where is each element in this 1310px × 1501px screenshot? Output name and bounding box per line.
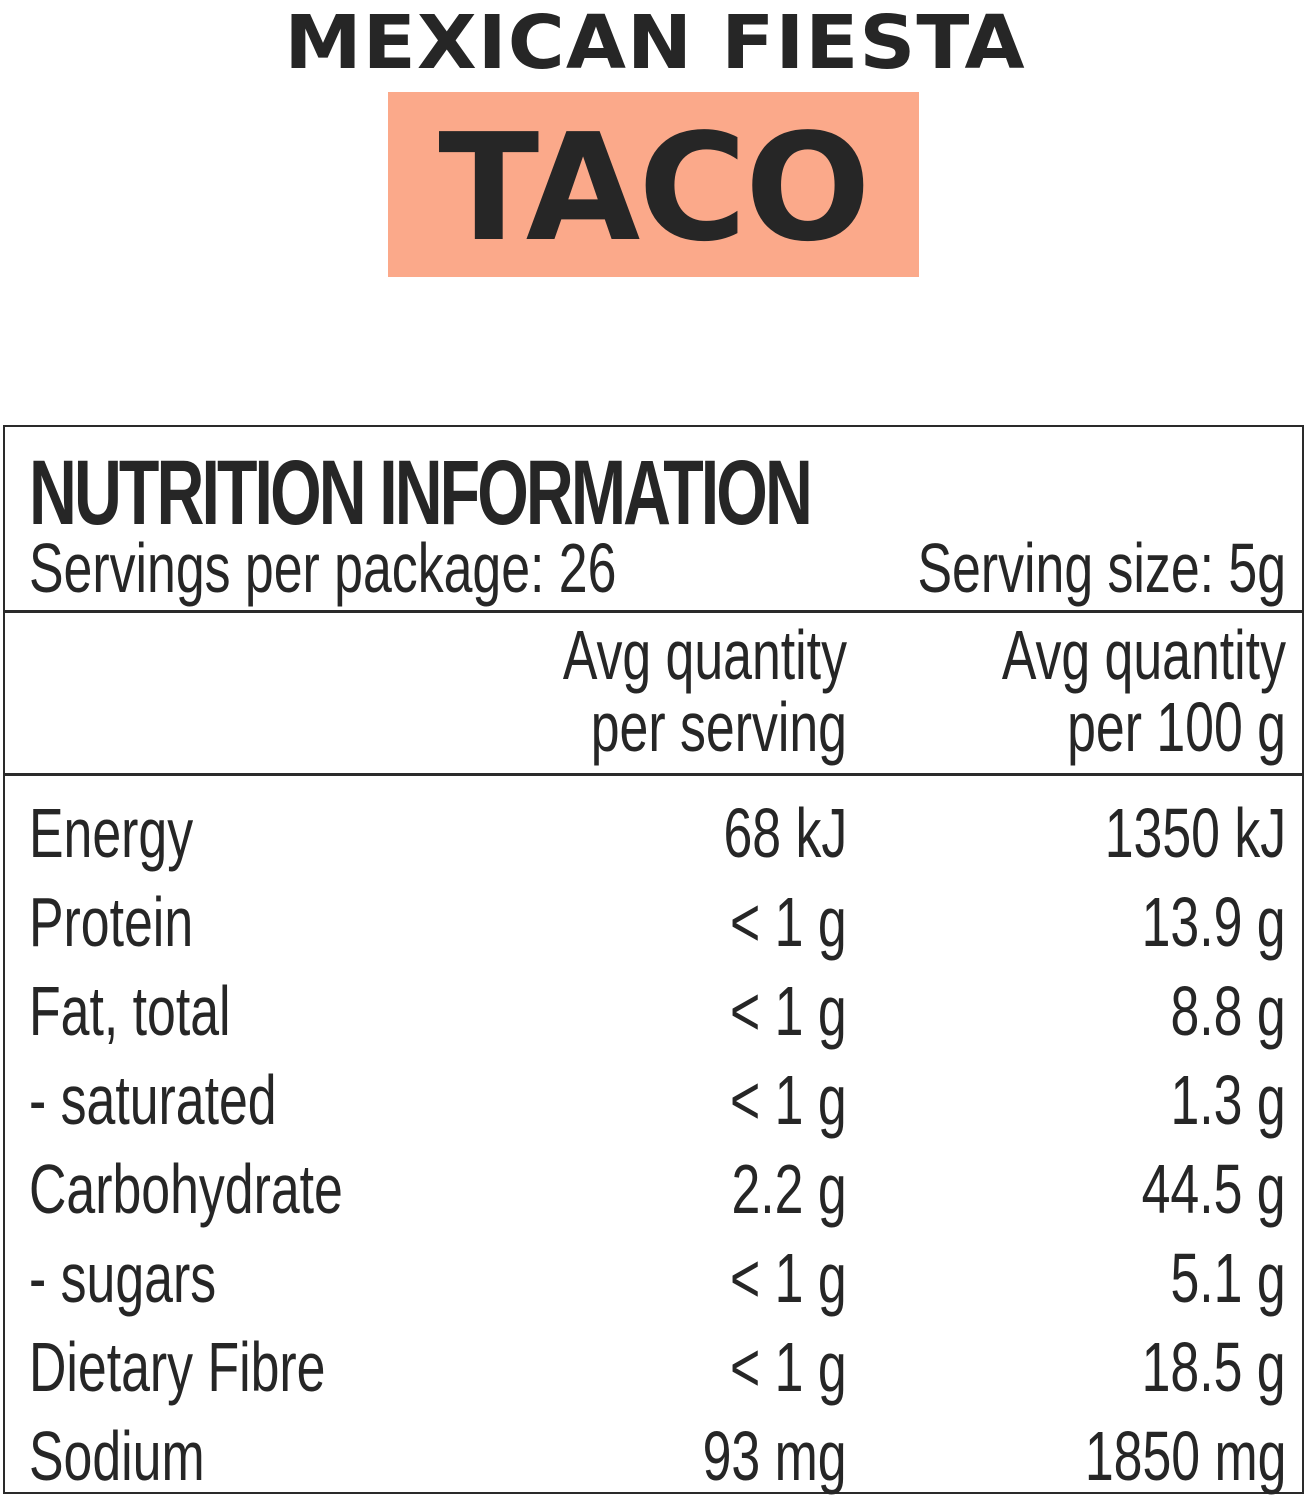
nutrient-label: Carbohydrate: [29, 1150, 343, 1228]
table-row-protein: Protein < 1 g 13.9 g: [5, 878, 1302, 967]
table-row-sugars: - sugars < 1 g 5.1 g: [5, 1234, 1302, 1323]
per-serving-value: < 1 g: [730, 1239, 847, 1317]
table-row-energy: Energy 68 kJ 1350 kJ: [5, 789, 1302, 878]
column-header-line: Avg quantity: [1001, 616, 1286, 694]
table-row-fat-total: Fat, total < 1 g 8.8 g: [5, 967, 1302, 1056]
table-row-saturated: - saturated < 1 g 1.3 g: [5, 1056, 1302, 1145]
divider: [5, 610, 1302, 613]
nutrient-label: - sugars: [29, 1239, 217, 1317]
per-100g-value: 5.1 g: [1170, 1239, 1286, 1317]
nutrient-label: Fat, total: [29, 972, 231, 1050]
per-100g-value: 1350 kJ: [1104, 794, 1286, 872]
brand-name: MEXICAN FIESTA: [284, 0, 1026, 86]
nutrient-label: Dietary Fibre: [29, 1328, 326, 1406]
per-100g-value: 1850 mg: [1084, 1417, 1286, 1495]
per-serving-value: 68 kJ: [723, 794, 847, 872]
nutrition-panel: NUTRITION INFORMATION Servings per packa…: [3, 425, 1304, 1495]
column-header-line: per serving: [590, 688, 847, 766]
serving-size: Serving size: 5g: [917, 529, 1286, 607]
per-100g-value: 13.9 g: [1141, 883, 1286, 961]
table-row-dietary-fibre: Dietary Fibre < 1 g 18.5 g: [5, 1323, 1302, 1412]
per-100g-value: 1.3 g: [1170, 1061, 1286, 1139]
per-serving-value: < 1 g: [730, 1061, 847, 1139]
per-serving-value: < 1 g: [730, 972, 847, 1050]
column-header-line: per 100 g: [1067, 688, 1286, 766]
divider: [5, 773, 1302, 776]
per-serving-value: 2.2 g: [731, 1150, 847, 1228]
table-row-carbohydrate: Carbohydrate 2.2 g 44.5 g: [5, 1145, 1302, 1234]
nutrient-label: Protein: [29, 883, 194, 961]
nutrition-title: NUTRITION INFORMATION: [29, 442, 813, 544]
table-row-sodium: Sodium 93 mg 1850 mg: [5, 1412, 1302, 1501]
nutrient-label: - saturated: [29, 1061, 277, 1139]
per-serving-value: < 1 g: [730, 883, 847, 961]
column-header-per-serving: Avg quantity per serving: [563, 619, 847, 763]
nutrient-label: Sodium: [29, 1417, 205, 1495]
product-name-banner: TACO: [388, 92, 919, 277]
per-100g-value: 18.5 g: [1141, 1328, 1286, 1406]
per-serving-value: < 1 g: [730, 1328, 847, 1406]
servings-per-package: Servings per package: 26: [29, 529, 617, 607]
nutrition-table: Energy 68 kJ 1350 kJ Protein < 1 g 13.9 …: [5, 789, 1302, 1501]
column-header-line: Avg quantity: [562, 616, 847, 694]
column-header-per-100g: Avg quantity per 100 g: [1002, 619, 1286, 763]
per-serving-value: 93 mg: [703, 1417, 847, 1495]
product-name: TACO: [438, 101, 870, 274]
per-100g-value: 8.8 g: [1170, 972, 1286, 1050]
nutrient-label: Energy: [29, 794, 194, 872]
per-100g-value: 44.5 g: [1141, 1150, 1286, 1228]
